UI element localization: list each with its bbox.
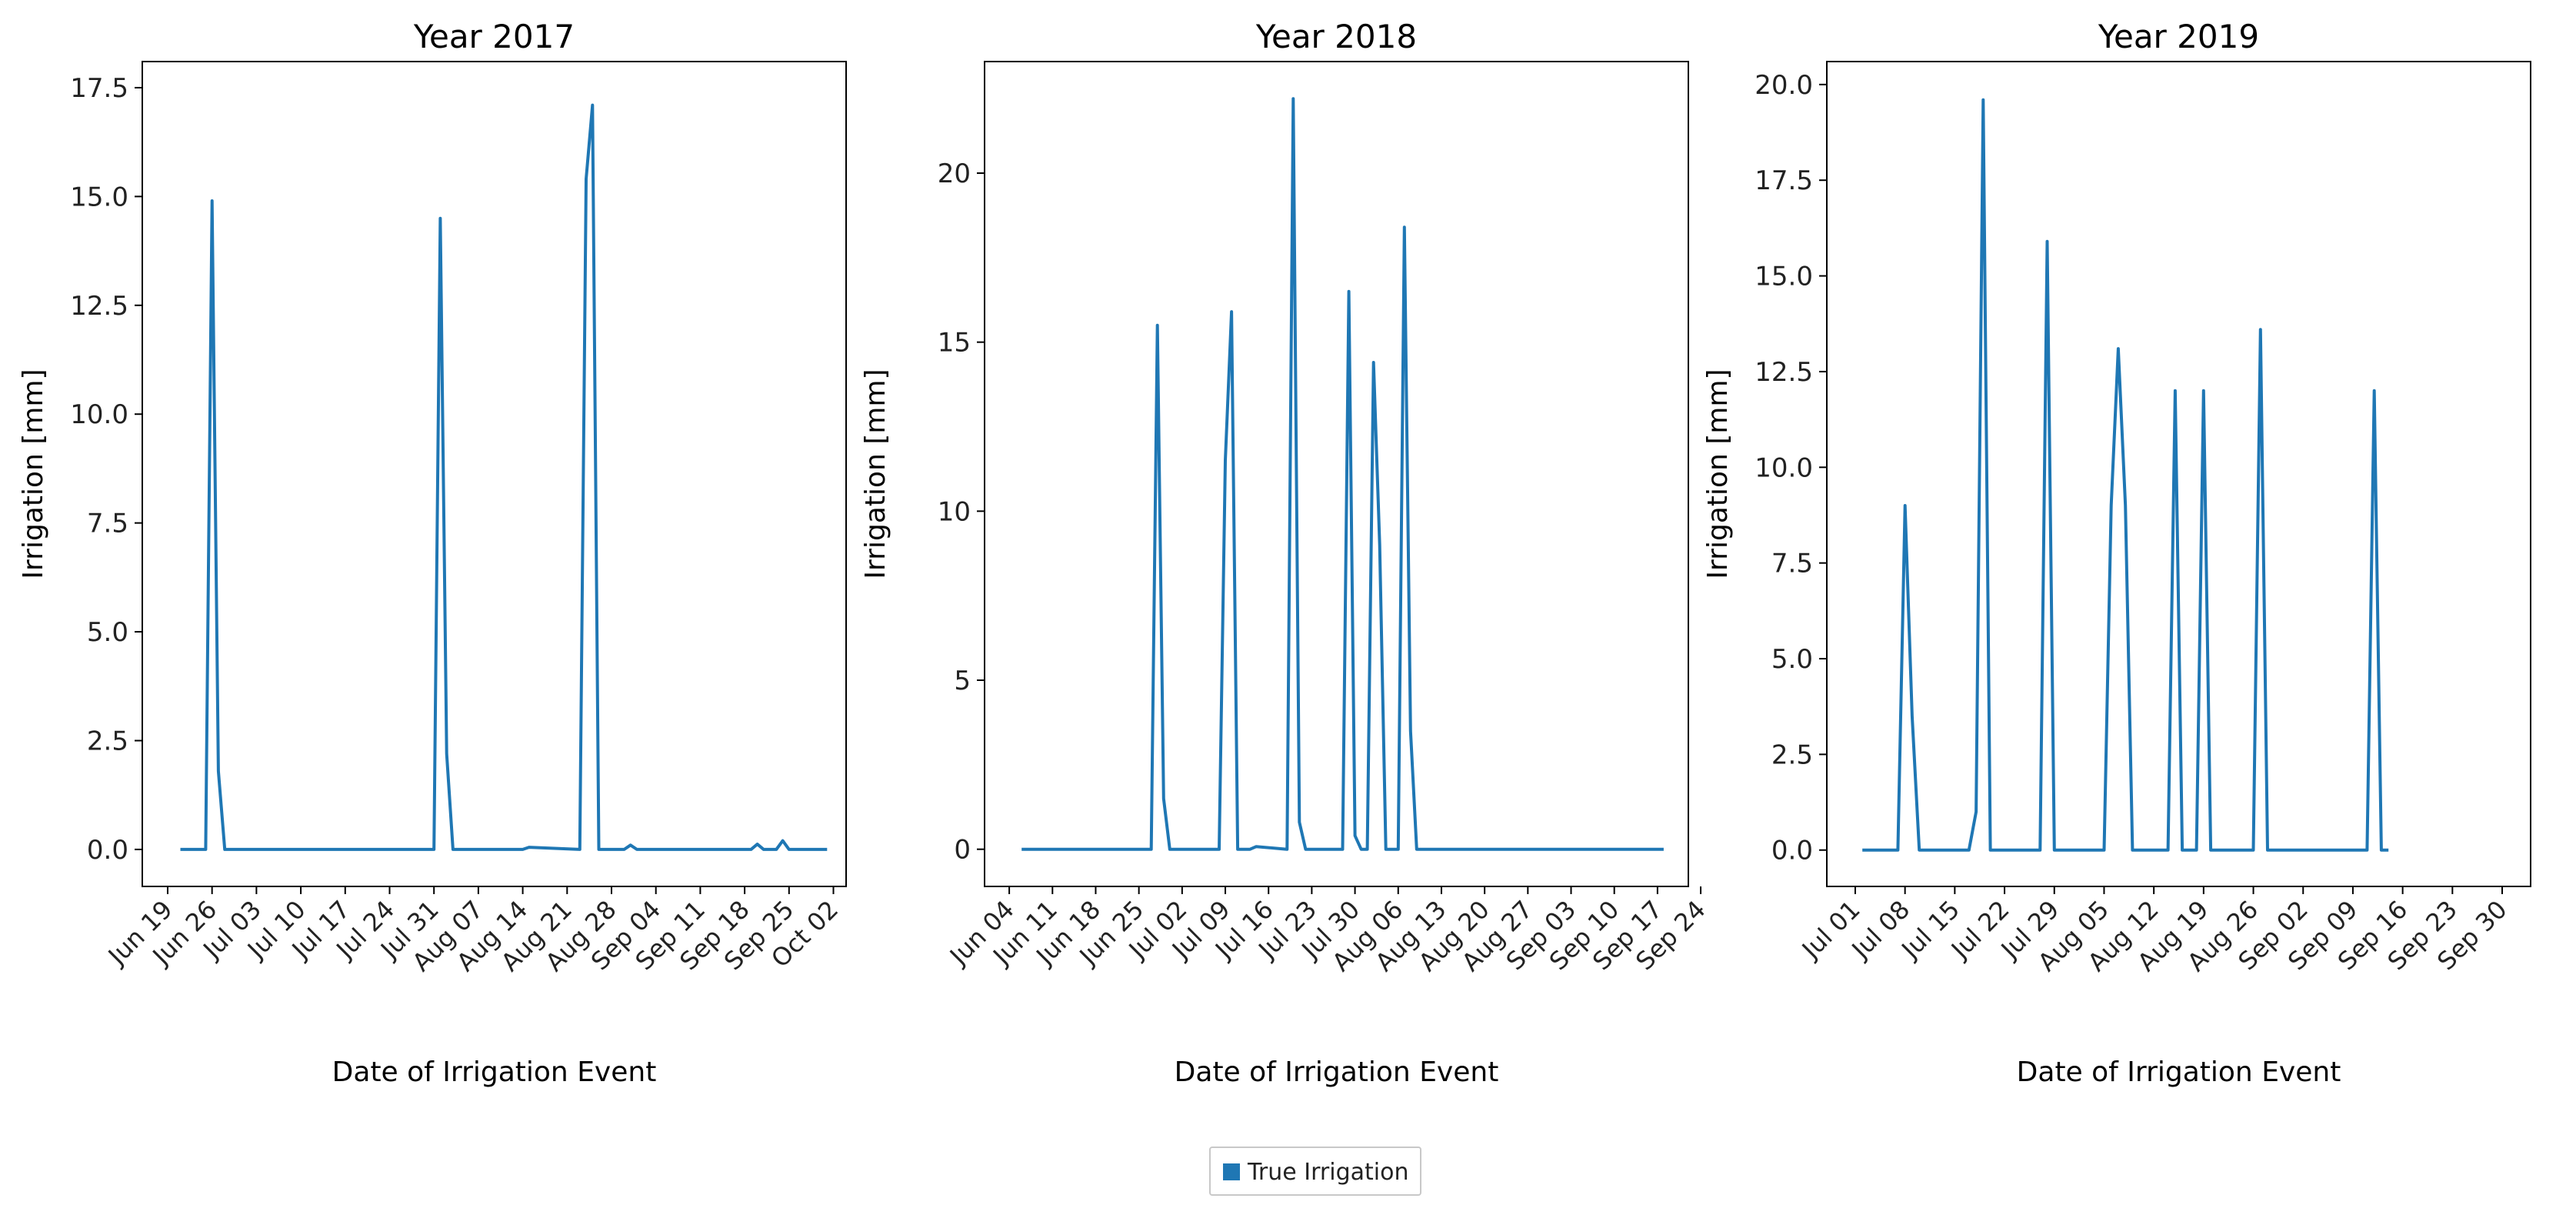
series-line-true-irrigation [1862,98,2389,852]
y-tick-label: 12.5 [70,291,128,322]
y-axis-label: Irrigation [mm] [860,369,891,579]
legend-swatch [1223,1163,1240,1180]
y-tick-label: 15 [938,328,971,359]
y-tick-label: 7.5 [87,509,128,539]
x-tick-label: Jul 01 [1795,895,1866,966]
y-tick-label: 5.0 [87,617,128,648]
y-tick-label: 0.0 [87,835,128,866]
y-tick-label: 10.0 [1755,452,1813,483]
axes-frame [1826,61,2531,887]
chart-title: Year 2018 [1255,18,1417,55]
series-line-true-irrigation [180,103,828,851]
y-tick-label: 15.0 [1755,262,1813,292]
y-tick-label: 12.5 [1755,357,1813,388]
y-axis-label: Irrigation [mm] [18,369,49,579]
y-tick-label: 5 [954,666,971,696]
axes-frame [984,61,1689,887]
y-tick-label: 17.5 [70,73,128,104]
y-tick-label: 0 [954,835,971,866]
y-tick-label: 10 [938,496,971,527]
subplot-3: Year 2019 Irrigation [mm] Date of Irrigati… [1702,18,2531,1088]
y-tick-label: 5.0 [1771,644,1813,675]
legend: True Irrigation [1209,1147,1421,1196]
y-tick-label: 17.5 [1755,165,1813,196]
legend-label: True Irrigation [1248,1159,1409,1186]
y-tick-label: 2.5 [87,726,128,756]
x-axis-label: Date of Irrigation Event [2017,1056,2341,1088]
subplot-2: Year 2018 Irrigation [mm] Date of Irrigati… [860,18,1711,1088]
chart-title: Year 2019 [2098,18,2259,55]
chart-title: Year 2017 [413,18,575,55]
y-tick-label: 0.0 [1771,836,1813,866]
y-tick-label: 2.5 [1771,739,1813,770]
subplot-1: Year 2017 Irrigation [mm] Date of Irrigati… [18,18,847,1088]
y-tick-label: 20.0 [1755,70,1813,101]
y-tick-label: 10.0 [70,399,128,430]
y-tick-label: 7.5 [1771,549,1813,579]
axes-frame [142,61,847,887]
series-line-true-irrigation [1021,97,1664,851]
y-axis-label: Irrigation [mm] [1702,369,1734,579]
x-axis-label: Date of Irrigation Event [332,1056,657,1088]
y-tick-label: 20 [938,159,971,189]
x-axis-label: Date of Irrigation Event [1175,1056,1499,1088]
y-tick-label: 15.0 [70,182,128,212]
